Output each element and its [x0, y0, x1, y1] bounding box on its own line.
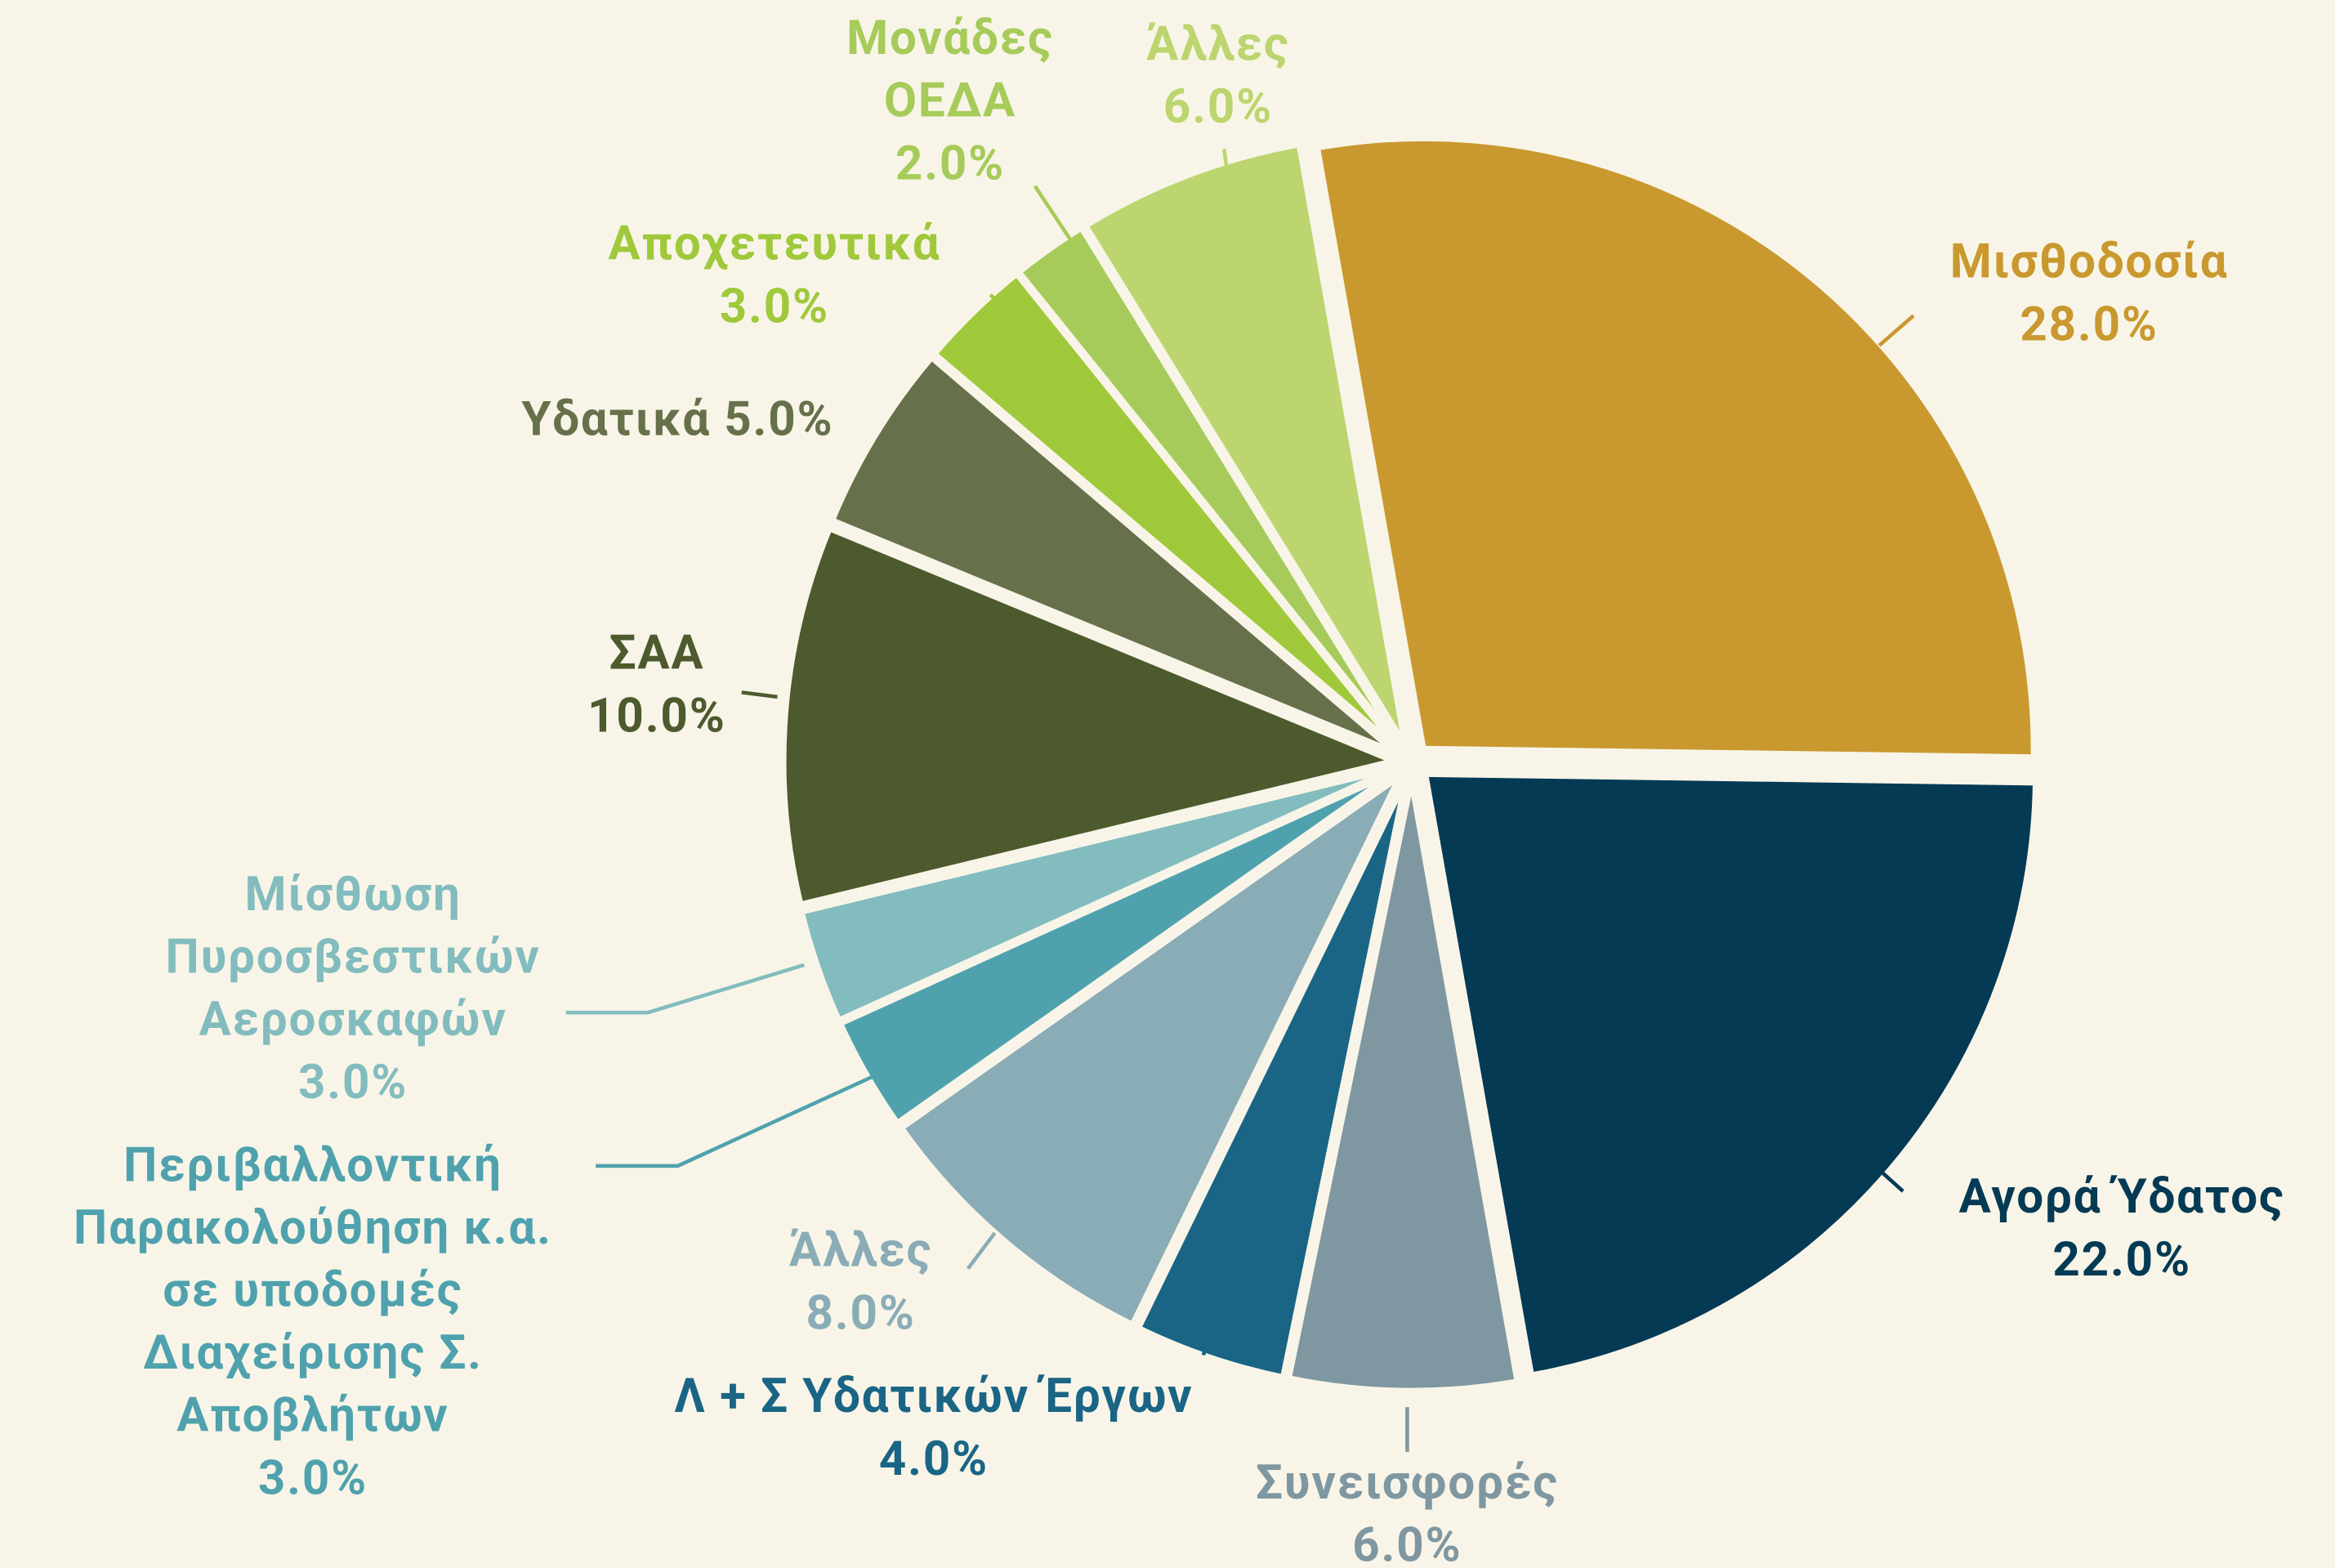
label-line: Μίσθωση	[245, 867, 462, 922]
value-label: 22.0%	[2052, 1232, 2190, 1288]
value-label: 6.0%	[1352, 1518, 1462, 1568]
category-label: Μονάδες ΟΕΔΑ	[846, 11, 1054, 129]
category-label: Αγορά Ύδατος	[1959, 1169, 2285, 1225]
pie-slice	[1314, 135, 2037, 761]
pie-slice	[1016, 225, 1404, 751]
leader-line	[966, 1231, 997, 1271]
category-label: Συνεισφορές	[1256, 1455, 1559, 1511]
value-label: 6.0%	[1163, 79, 1273, 135]
label-line: ΟΕΔΑ	[884, 74, 1016, 129]
label-line: Συνεισφορές	[1256, 1455, 1559, 1511]
category-label: Αποχετευτικά	[608, 217, 940, 272]
label-line: Διαχείρισης Σ.	[143, 1326, 483, 1382]
value-label: 3.0%	[298, 1055, 408, 1110]
leader-line	[1033, 185, 1101, 284]
value-label: 5.0%	[724, 392, 833, 448]
label-line: Περιβαλλοντική	[123, 1138, 502, 1194]
pie-slice	[798, 765, 1398, 1024]
category-label: Περιβαλλοντική Παρακολούθηση κ.α. σε υποδο…	[74, 1138, 552, 1444]
label-line: Άλλες	[789, 1223, 932, 1279]
leader-line	[565, 963, 805, 1015]
leader-line	[741, 690, 778, 699]
category-label: Μίσθωση Πυροσβεστικών Αεροσκαφών	[166, 867, 541, 1048]
category-label: ΣΑΑ	[609, 626, 704, 681]
label-line: Μονάδες	[846, 11, 1054, 66]
category-label: Μισθοδοσία	[1950, 235, 2229, 290]
category-label: Λ + Σ Υδατικών Έργων	[674, 1369, 1193, 1424]
label-line: Αεροσκαφών	[199, 992, 507, 1048]
value-label: 8.0%	[806, 1285, 915, 1341]
label-line: Λ + Σ Υδατικών Έργων	[674, 1369, 1193, 1424]
leader-line	[1872, 1163, 1904, 1193]
label-line: Παρακολούθηση κ.α.	[74, 1201, 552, 1257]
value-label: 10.0%	[587, 689, 726, 744]
slice-label: Υδατικά 5.0%	[521, 392, 833, 448]
pie-slice	[898, 773, 1404, 1328]
category-label: Άλλες	[789, 1223, 932, 1279]
pie-slice	[1285, 777, 1520, 1394]
pie-slice	[1422, 771, 2039, 1378]
pie-slice	[1082, 141, 1409, 749]
leader-line	[1877, 314, 1915, 347]
value-label: 3.0%	[258, 1451, 368, 1507]
label-line: Αποβλήτων	[176, 1388, 449, 1444]
label-line: σε υποδομές	[163, 1263, 462, 1319]
label-line: Άλλες	[1146, 17, 1289, 73]
leader-line	[596, 1058, 909, 1168]
label-line: ΣΑΑ	[609, 626, 704, 681]
leader-line	[1201, 1314, 1221, 1356]
leader-line	[989, 293, 1019, 322]
leader-line	[1221, 148, 1230, 182]
value-label: 28.0%	[2020, 297, 2158, 352]
value-label: 3.0%	[720, 279, 829, 334]
label-line: Αγορά Ύδατος	[1959, 1169, 2285, 1225]
leader-line	[882, 434, 922, 456]
pie-slice	[780, 525, 1397, 908]
label-line: Πυροσβεστικών	[166, 930, 541, 985]
label-line: Αποχετευτικά	[608, 217, 940, 272]
value-label: 4.0%	[879, 1432, 989, 1487]
value-label: 2.0%	[895, 136, 1005, 192]
pie-slice	[1135, 776, 1409, 1381]
pie-slice	[828, 354, 1400, 757]
category-label: Άλλες	[1146, 17, 1289, 73]
category-label: Υδατικά	[521, 392, 711, 448]
label-line: Μισθοδοσία	[1950, 235, 2229, 290]
pie-slice	[837, 768, 1400, 1127]
